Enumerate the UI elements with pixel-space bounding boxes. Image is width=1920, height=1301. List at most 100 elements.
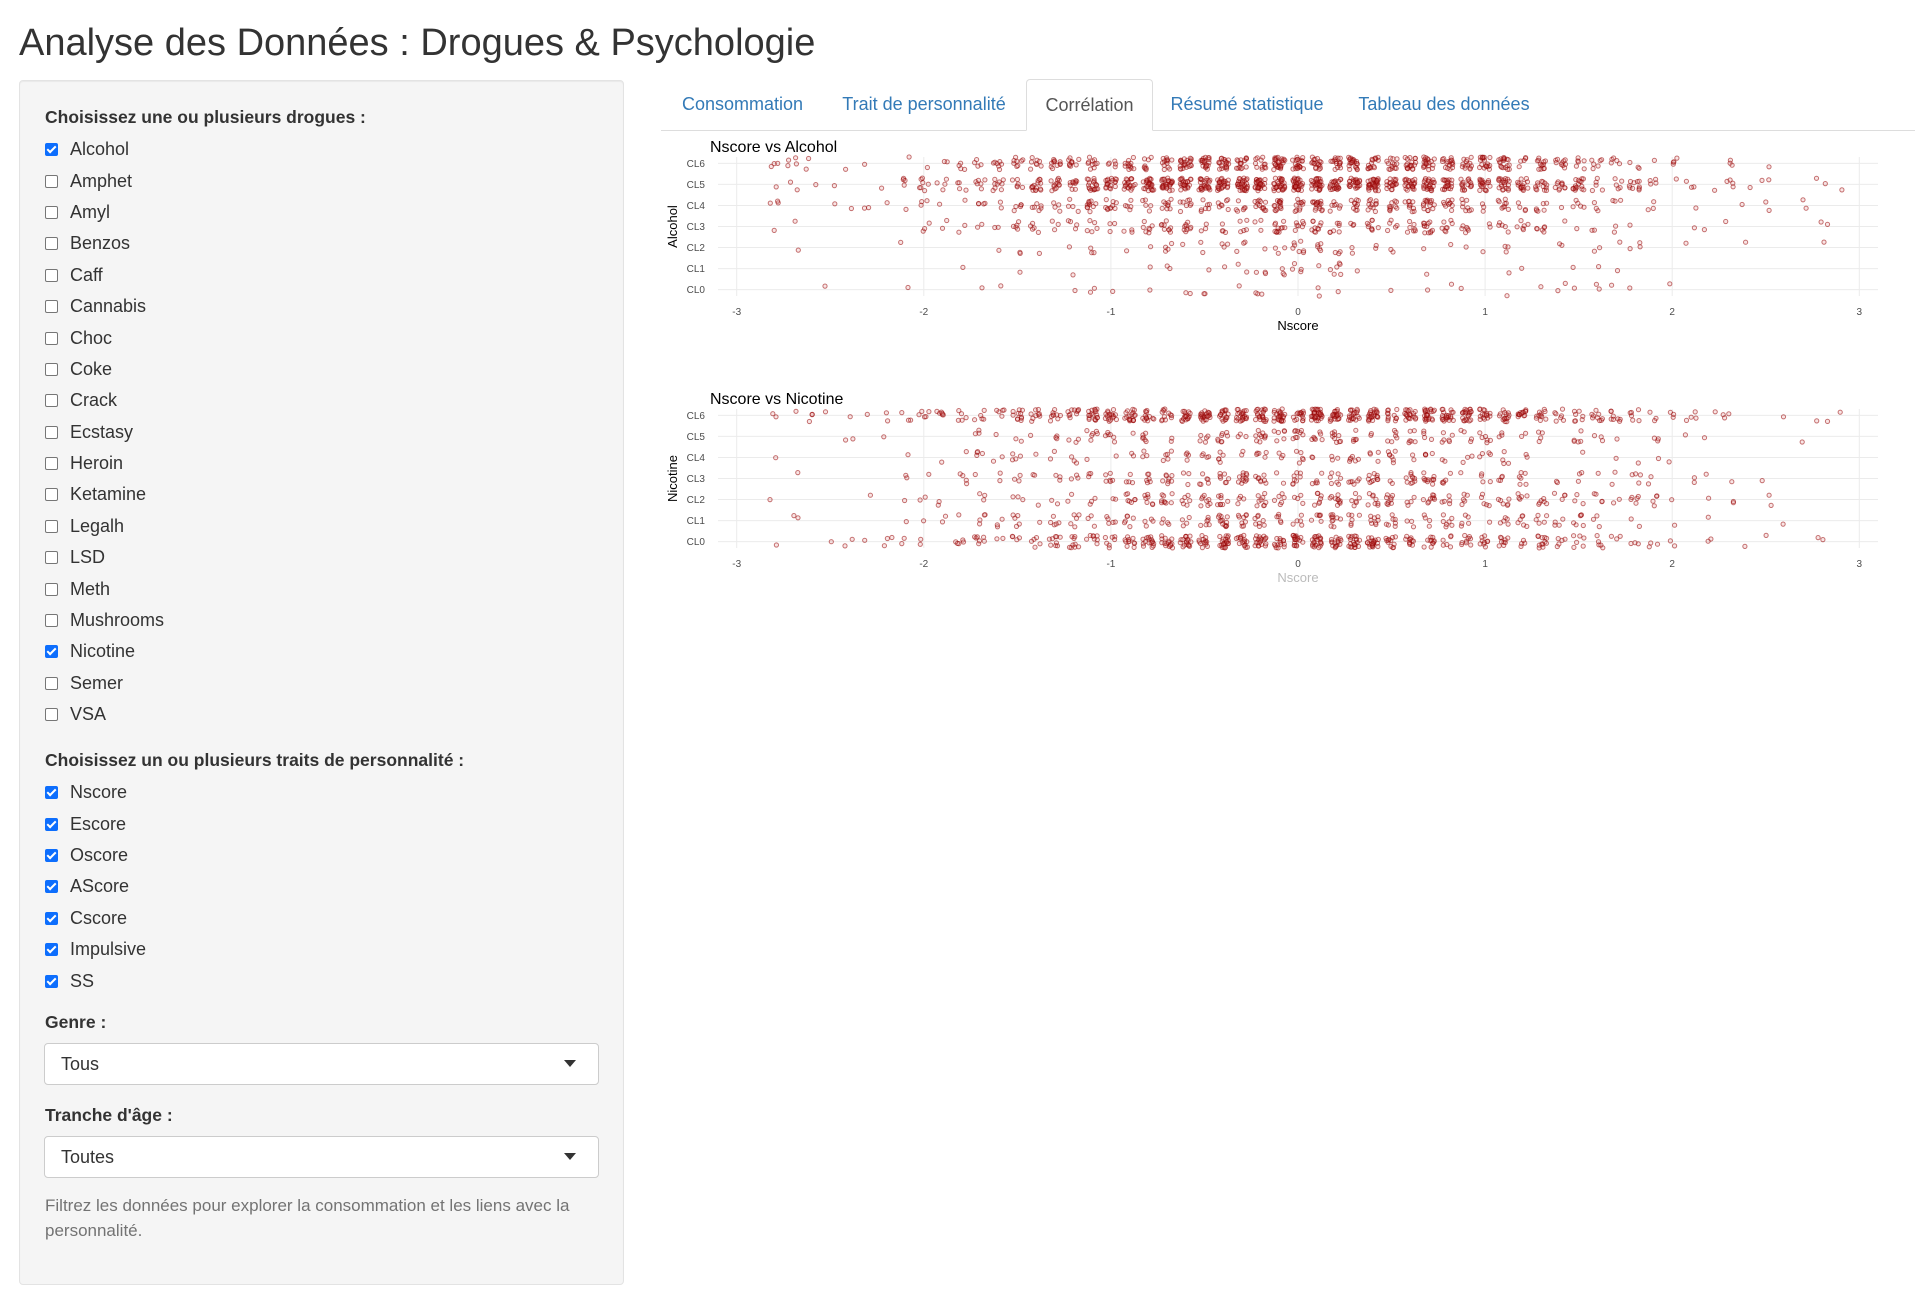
data-point	[1449, 202, 1455, 209]
tab-correlation[interactable]: Corrélation	[1026, 79, 1153, 131]
drug-checkbox-heroin[interactable]: Heroin	[45, 448, 164, 479]
data-point	[1203, 185, 1209, 191]
data-point	[1611, 500, 1617, 506]
data-point	[1263, 499, 1269, 506]
tab-consommation[interactable]: Consommation	[681, 94, 804, 114]
data-point	[1148, 540, 1154, 546]
drug-checkbox-benzos[interactable]: Benzos	[45, 228, 164, 259]
data-point	[1578, 428, 1584, 434]
x-tick-label: -1	[1106, 559, 1115, 570]
data-point	[795, 515, 801, 521]
drug-checkbox-lsd[interactable]: LSD	[45, 542, 164, 573]
checkbox-unchecked-icon[interactable]	[45, 394, 58, 408]
checkbox-unchecked-icon[interactable]	[45, 300, 58, 314]
drug-checkbox-legalh[interactable]: Legalh	[45, 511, 164, 542]
trait-checkbox-ss[interactable]: SS	[45, 965, 146, 996]
checkbox-checked-icon[interactable]	[45, 645, 58, 659]
drug-checkbox-cannabis[interactable]: Cannabis	[45, 291, 164, 322]
checkbox-unchecked-icon[interactable]	[45, 582, 58, 596]
checkbox-checked-icon[interactable]	[45, 974, 58, 988]
drug-checkbox-vsa[interactable]: VSA	[45, 699, 164, 730]
data-point	[1217, 533, 1223, 540]
age-select[interactable]: Toutes	[44, 1136, 599, 1178]
drug-checkbox-coke[interactable]: Coke	[45, 354, 164, 385]
drug-checkbox-label: Cannabis	[70, 296, 147, 317]
data-point	[956, 512, 962, 518]
checkbox-unchecked-icon[interactable]	[45, 551, 58, 565]
data-point	[1369, 541, 1375, 547]
data-point	[1705, 514, 1711, 520]
checkbox-unchecked-icon[interactable]	[45, 237, 58, 251]
data-point	[1327, 495, 1333, 501]
drug-checkbox-ketamine[interactable]: Ketamine	[45, 479, 164, 510]
checkbox-unchecked-icon[interactable]	[45, 519, 58, 533]
data-point	[1236, 496, 1242, 502]
trait-checkbox-oscore[interactable]: Oscore	[45, 840, 146, 871]
checkbox-unchecked-icon[interactable]	[45, 362, 58, 376]
data-point	[1279, 491, 1285, 497]
data-point	[1054, 177, 1061, 183]
checkbox-unchecked-icon[interactable]	[45, 425, 58, 439]
checkbox-checked-icon[interactable]	[45, 880, 58, 894]
data-point	[1169, 536, 1175, 542]
trait-checkbox-ascore[interactable]: AScore	[45, 871, 146, 902]
trait-checkbox-escore[interactable]: Escore	[45, 808, 146, 839]
trait-checkbox-impulsive[interactable]: Impulsive	[45, 934, 146, 965]
checkbox-checked-icon[interactable]	[45, 911, 58, 925]
data-point	[1544, 501, 1550, 507]
drug-checkbox-ecstasy[interactable]: Ecstasy	[45, 417, 164, 448]
tab-bar: Consommation Trait de personnalité Corré…	[661, 79, 1915, 131]
data-point	[1223, 414, 1229, 420]
drug-checkbox-meth[interactable]: Meth	[45, 573, 164, 604]
data-point	[1477, 454, 1483, 460]
checkbox-unchecked-icon[interactable]	[45, 676, 58, 690]
data-point	[1030, 415, 1036, 422]
trait-checkbox-nscore[interactable]: Nscore	[45, 777, 146, 808]
drug-checkbox-choc[interactable]: Choc	[45, 322, 164, 353]
drug-checkbox-crack[interactable]: Crack	[45, 385, 164, 416]
data-point	[1393, 415, 1400, 421]
checkbox-unchecked-icon[interactable]	[45, 205, 58, 219]
checkbox-unchecked-icon[interactable]	[45, 174, 58, 188]
data-point	[1407, 541, 1413, 547]
data-point	[1515, 179, 1521, 186]
checkbox-checked-icon[interactable]	[45, 143, 58, 157]
checkbox-unchecked-icon[interactable]	[45, 268, 58, 282]
checkbox-unchecked-icon[interactable]	[45, 457, 58, 471]
checkbox-unchecked-icon[interactable]	[45, 708, 58, 722]
checkbox-checked-icon[interactable]	[45, 786, 58, 800]
checkbox-unchecked-icon[interactable]	[45, 614, 58, 628]
tab-resume-statistique[interactable]: Résumé statistique	[1170, 94, 1324, 114]
data-point	[1054, 162, 1060, 169]
tab-trait-de-personnalite[interactable]: Trait de personnalité	[842, 94, 1006, 114]
data-point	[1459, 520, 1465, 526]
trait-checkbox-cscore[interactable]: Cscore	[45, 903, 146, 934]
drug-checkbox-amyl[interactable]: Amyl	[45, 197, 164, 228]
drug-checkbox-nicotine[interactable]: Nicotine	[45, 636, 164, 667]
data-point	[1423, 452, 1429, 458]
checkbox-unchecked-icon[interactable]	[45, 488, 58, 502]
data-point	[1405, 408, 1412, 414]
drug-checkbox-mushrooms[interactable]: Mushrooms	[45, 605, 164, 636]
gender-select[interactable]: Tous	[44, 1043, 599, 1085]
checkbox-checked-icon[interactable]	[45, 848, 58, 862]
checkbox-checked-icon[interactable]	[45, 817, 58, 831]
data-point	[1224, 184, 1231, 191]
data-point	[1103, 411, 1109, 417]
drug-checkbox-amphet[interactable]: Amphet	[45, 165, 164, 196]
drug-checkbox-semer[interactable]: Semer	[45, 668, 164, 699]
data-point	[1198, 503, 1204, 509]
data-point	[1505, 460, 1512, 466]
data-point	[1366, 535, 1372, 541]
drug-checkbox-caff[interactable]: Caff	[45, 260, 164, 291]
drug-checkbox-alcohol[interactable]: Alcohol	[45, 134, 164, 165]
data-point	[1206, 201, 1213, 208]
data-point	[1460, 496, 1467, 503]
checkbox-unchecked-icon[interactable]	[45, 331, 58, 345]
tab-tableau-des-donnees[interactable]: Tableau des données	[1358, 94, 1530, 114]
data-point	[1086, 199, 1092, 206]
data-point	[1348, 522, 1354, 528]
data-point	[934, 180, 940, 186]
checkbox-checked-icon[interactable]	[45, 943, 58, 957]
data-point	[997, 199, 1003, 205]
